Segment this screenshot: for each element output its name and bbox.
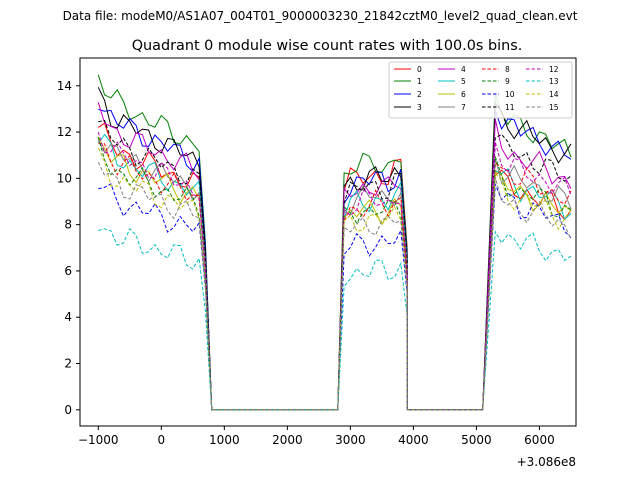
legend-label-6: 6 xyxy=(461,90,466,99)
series-line-0 xyxy=(98,122,572,411)
legend-label-13: 13 xyxy=(549,77,559,86)
y-tick-label: 6 xyxy=(64,264,72,278)
y-tick-label: 8 xyxy=(64,218,72,232)
legend-label-7: 7 xyxy=(461,103,466,112)
legend-label-12: 12 xyxy=(549,65,559,74)
y-tick-label: 2 xyxy=(64,357,72,371)
legend-label-8: 8 xyxy=(505,65,510,74)
x-tick-label: 1000 xyxy=(209,433,240,447)
series-line-9 xyxy=(97,137,572,411)
y-tick-label: 0 xyxy=(64,403,72,417)
series-line-11 xyxy=(98,119,572,411)
plot-area xyxy=(97,74,572,411)
legend-label-9: 9 xyxy=(505,77,510,86)
series-line-4 xyxy=(97,102,572,411)
series-line-12 xyxy=(97,131,572,411)
series-line-10 xyxy=(98,183,572,411)
legend-label-0: 0 xyxy=(417,65,422,74)
x-tick-label: 2000 xyxy=(272,433,303,447)
series-line-15 xyxy=(97,161,572,411)
legend-label-2: 2 xyxy=(417,90,422,99)
y-tick-label: 14 xyxy=(57,79,72,93)
x-tick-label: 6000 xyxy=(524,433,555,447)
series-line-13 xyxy=(98,227,572,411)
series-line-2 xyxy=(98,108,572,411)
legend-label-11: 11 xyxy=(505,103,515,112)
legend-box xyxy=(388,61,573,119)
x-offset-label: +3.086e8 xyxy=(517,455,576,469)
x-tick-label: −1000 xyxy=(78,433,119,447)
chart-suptitle: Data file: modeM0/AS1A07_004T01_90000032… xyxy=(63,9,578,23)
series-line-8 xyxy=(98,142,572,411)
axes-frame xyxy=(79,57,577,427)
x-tick-label: 4000 xyxy=(398,433,429,447)
legend-label-4: 4 xyxy=(461,65,466,74)
legend-label-1: 1 xyxy=(417,77,422,86)
y-tick-label: 4 xyxy=(64,310,72,324)
series-line-1 xyxy=(97,74,572,411)
legend-label-5: 5 xyxy=(461,77,466,86)
series-line-7 xyxy=(97,139,572,411)
x-tick-label: 3000 xyxy=(335,433,366,447)
y-axis: 0 2 4 6 8 10 12 14 xyxy=(57,79,80,417)
x-tick-label: 0 xyxy=(157,433,165,447)
legend-label-14: 14 xyxy=(549,90,559,99)
y-tick-label: 12 xyxy=(57,125,72,139)
x-tick-label: 5000 xyxy=(461,433,492,447)
y-tick-label: 10 xyxy=(57,171,72,185)
chart-title: Quadrant 0 module wise count rates with … xyxy=(132,38,523,54)
legend-label-10: 10 xyxy=(505,90,515,99)
legend-label-15: 15 xyxy=(549,103,559,112)
series-line-14 xyxy=(97,147,572,411)
legend-label-3: 3 xyxy=(417,103,422,112)
x-axis: −1000 0 1000 2000 3000 4000 5000 6000 xyxy=(78,426,555,447)
